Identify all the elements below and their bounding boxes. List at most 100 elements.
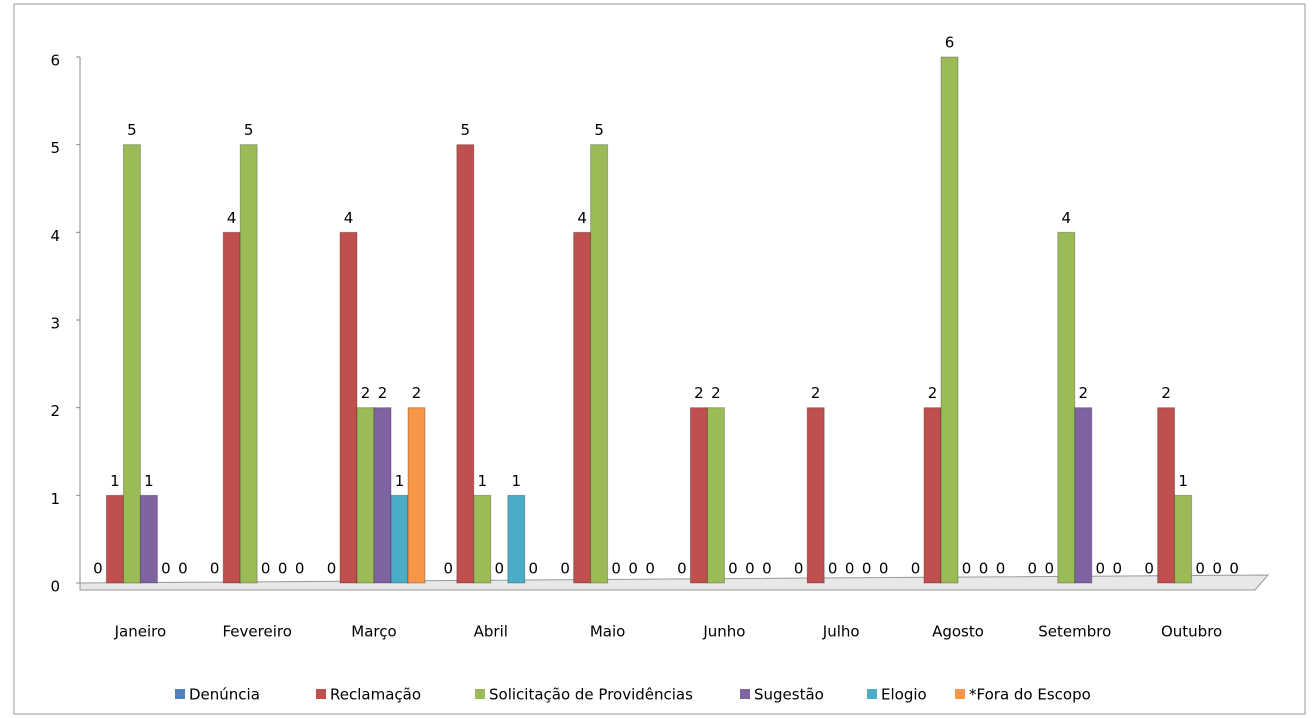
- data-label: 2: [412, 384, 422, 402]
- data-label: 4: [344, 209, 354, 227]
- data-label: 2: [378, 384, 388, 402]
- legend-swatch: [175, 689, 185, 699]
- y-tick-label: 4: [50, 227, 60, 245]
- data-label: 0: [1229, 560, 1239, 578]
- legend-swatch: [316, 689, 326, 699]
- data-label: 0: [178, 560, 188, 578]
- data-label: 0: [495, 560, 505, 578]
- data-label: 0: [1028, 560, 1038, 578]
- legend-label: Denúncia: [189, 686, 260, 704]
- data-label: 0: [845, 560, 855, 578]
- data-label: 1: [395, 472, 405, 490]
- x-tick-label: Agosto: [932, 623, 984, 641]
- data-label: 0: [444, 560, 454, 578]
- data-label: 5: [127, 121, 137, 139]
- data-label: 0: [210, 560, 220, 578]
- bar: [1057, 231, 1076, 584]
- bar: [940, 56, 959, 584]
- bar: [407, 407, 426, 584]
- x-tick-label: Abril: [474, 623, 508, 641]
- data-label: 4: [1062, 209, 1072, 227]
- data-label: 4: [227, 209, 237, 227]
- data-label: 2: [711, 384, 721, 402]
- data-label: 0: [677, 560, 687, 578]
- data-label: 1: [110, 472, 120, 490]
- bar: [390, 494, 409, 584]
- data-label: 0: [327, 560, 337, 578]
- data-label: 0: [745, 560, 755, 578]
- bar: [923, 407, 942, 584]
- data-label: 0: [611, 560, 621, 578]
- bar: [339, 231, 358, 584]
- data-label: 0: [728, 560, 738, 578]
- y-tick-label: 3: [50, 315, 60, 333]
- data-label: 0: [645, 560, 655, 578]
- x-tick-label: Maio: [590, 623, 625, 641]
- data-label: 2: [928, 384, 938, 402]
- x-tick-label: Fevereiro: [223, 623, 292, 641]
- data-label: 0: [93, 560, 103, 578]
- bar: [139, 494, 158, 584]
- legend-swatch: [955, 689, 965, 699]
- y-tick-label: 1: [50, 490, 60, 508]
- bar: [806, 407, 825, 584]
- data-label: 1: [1178, 472, 1188, 490]
- bar: [105, 494, 124, 584]
- bar: [1074, 407, 1093, 584]
- data-label: 5: [594, 121, 604, 139]
- bar: [456, 144, 475, 584]
- data-label: 0: [828, 560, 838, 578]
- x-tick-label: Março: [351, 623, 396, 641]
- y-tick-label: 5: [50, 139, 60, 157]
- y-tick-label: 2: [50, 402, 60, 420]
- bar: [507, 494, 526, 584]
- data-label: 1: [478, 472, 488, 490]
- data-label: 0: [979, 560, 989, 578]
- bar: [573, 231, 592, 584]
- x-tick-label: Junho: [702, 623, 745, 641]
- data-label: 1: [144, 472, 154, 490]
- bar: [1157, 407, 1176, 584]
- data-label: 0: [161, 560, 171, 578]
- bar: [473, 494, 492, 584]
- legend-label: Sugestão: [754, 686, 824, 704]
- data-label: 0: [1096, 560, 1106, 578]
- data-label: 0: [295, 560, 305, 578]
- x-tick-label: Julho: [822, 623, 860, 641]
- bar: [689, 407, 708, 584]
- legend-label: *Fora do Escopo: [969, 686, 1091, 704]
- bar: [1174, 494, 1193, 584]
- bar: [590, 144, 609, 584]
- bar: [122, 144, 141, 584]
- data-label: 0: [529, 560, 539, 578]
- data-label: 0: [911, 560, 921, 578]
- bar: [706, 407, 725, 584]
- bar: [222, 231, 241, 584]
- data-label: 6: [945, 34, 955, 52]
- x-tick-label: Janeiro: [114, 623, 167, 641]
- data-label: 0: [762, 560, 772, 578]
- floor: [79, 574, 1270, 591]
- legend-swatch: [740, 689, 750, 699]
- chart-frame: [13, 3, 1306, 715]
- data-label: 5: [244, 121, 254, 139]
- data-label: 0: [560, 560, 570, 578]
- x-tick-label: Outubro: [1161, 623, 1222, 641]
- data-label: 0: [1113, 560, 1123, 578]
- data-label: 2: [811, 384, 821, 402]
- bar: [373, 407, 392, 584]
- data-label: 2: [1079, 384, 1089, 402]
- bar: [356, 407, 375, 584]
- data-label: 0: [1195, 560, 1205, 578]
- legend-label: Reclamação: [330, 686, 421, 704]
- data-label: 5: [461, 121, 471, 139]
- data-label: 0: [962, 560, 972, 578]
- data-label: 0: [1212, 560, 1222, 578]
- y-tick-label: 6: [50, 52, 60, 70]
- legend-swatch: [867, 689, 877, 699]
- data-label: 0: [1045, 560, 1055, 578]
- legend-label: Elogio: [881, 686, 927, 704]
- data-label: 0: [628, 560, 638, 578]
- bar: [239, 144, 258, 584]
- data-label: 4: [577, 209, 587, 227]
